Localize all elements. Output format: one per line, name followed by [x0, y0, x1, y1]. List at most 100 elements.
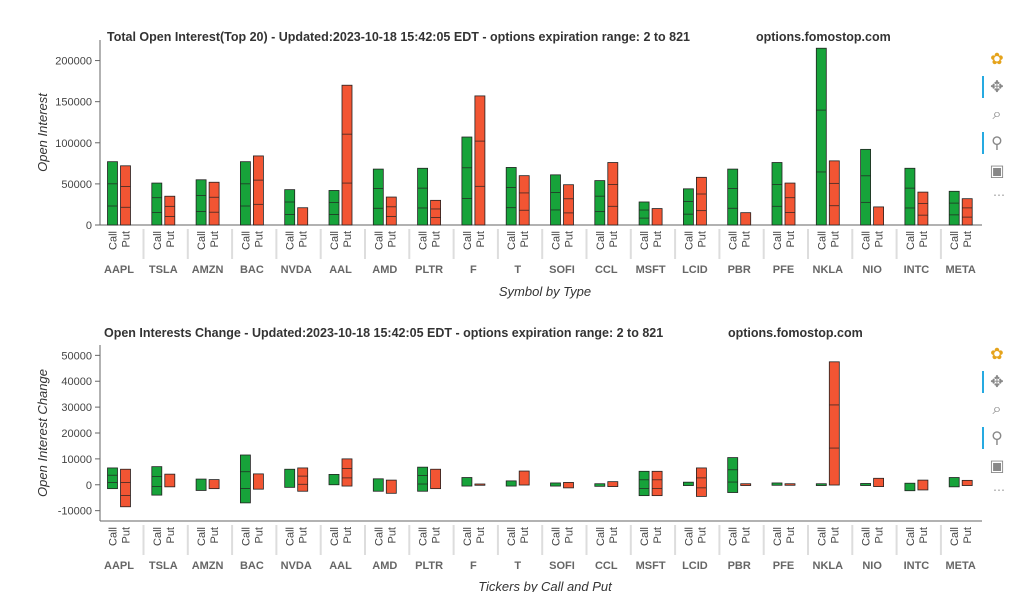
wheel-zoom-tool-icon[interactable]: ⚲ [982, 132, 1008, 154]
y-tick-label: 0 [86, 220, 92, 232]
t-call-label: Call [506, 527, 518, 546]
nkla-call-bar [815, 47, 827, 226]
amd-call-label: Call [373, 527, 385, 546]
t-call-bar [505, 480, 517, 487]
f-call-bar [461, 477, 473, 487]
nvda-put-label: Put [298, 231, 310, 248]
bac-put-bar [252, 155, 264, 226]
pfe-put-bar [784, 483, 796, 486]
aapl-put-bar [120, 468, 131, 508]
pan-tool-icon[interactable]: ✥ [982, 371, 1008, 393]
meta-put-bar [961, 479, 973, 486]
chart-watermark: options.fomostop.com [728, 326, 863, 340]
chart-title: Open Interests Change - Updated:2023-10-… [104, 326, 663, 340]
pltr-call-bar [417, 167, 429, 226]
f-put-label: Put [475, 231, 487, 248]
intc-call-label: Call [905, 231, 917, 250]
pfe-call-bar [771, 162, 783, 226]
pfe-call-label: Call [772, 527, 784, 546]
intc-put-bar [917, 479, 929, 491]
y-tick-label: 10000 [61, 454, 92, 466]
more-tools-icon[interactable]: ⋯ [993, 188, 1005, 202]
bokeh-logo-icon[interactable]: ✿ [990, 51, 1004, 68]
t-put-bar [518, 175, 530, 226]
nvda-call-bar [284, 468, 296, 488]
lcid-put-bar [696, 176, 707, 226]
ccl-put-bar [607, 481, 619, 487]
pfe-call-bar [771, 482, 783, 486]
y-tick-label: 40000 [61, 376, 92, 388]
category-label: F [470, 560, 477, 572]
category-label: SOFI [549, 560, 575, 572]
toolbar-top: ✿ ✥ ⌕ ⚲ ▣ ⋯ [982, 48, 1012, 202]
category-label: PFE [773, 264, 794, 276]
msft-call-label: Call [639, 527, 651, 546]
aapl-put-label: Put [121, 231, 133, 248]
box-zoom-tool-icon[interactable]: ⌕ [992, 106, 1002, 123]
meta-call-label: Call [949, 231, 961, 250]
amd-call-label: Call [373, 231, 385, 250]
category-label: PLTR [415, 264, 443, 276]
category-label: T [514, 264, 521, 276]
nio-call-label: Call [861, 231, 873, 250]
save-tool-icon[interactable]: ▣ [989, 163, 1005, 180]
msft-put-bar [651, 470, 663, 497]
ccl-put-bar [607, 162, 619, 226]
nkla-put-label: Put [829, 231, 841, 248]
category-label: NVDA [281, 560, 312, 572]
category-label: AAPL [104, 560, 134, 572]
category-label: CCL [595, 560, 618, 572]
pan-tool-icon[interactable]: ✥ [982, 76, 1008, 98]
category-label: NIO [862, 264, 882, 276]
category-label: AAPL [104, 264, 134, 276]
nkla-put-bar [828, 361, 840, 486]
nvda-call-label: Call [285, 231, 297, 250]
msft-put-bar [651, 208, 663, 226]
pbr-put-bar [740, 483, 752, 486]
pltr-call-label: Call [418, 527, 430, 546]
nio-put-bar [873, 477, 884, 487]
aapl-call-bar [107, 161, 118, 226]
meta-put-label: Put [962, 527, 974, 544]
box-zoom-tool-icon[interactable]: ⌕ [992, 401, 1002, 418]
y-tick-label: 100000 [55, 138, 92, 150]
category-label: T [514, 560, 521, 572]
nvda-put-label: Put [298, 527, 310, 544]
more-tools-icon[interactable]: ⋯ [993, 483, 1005, 497]
pbr-put-bar [740, 212, 752, 226]
sofi-put-bar [563, 184, 574, 226]
intc-put-label: Put [918, 527, 930, 544]
tsla-put-label: Put [165, 231, 177, 248]
amd-put-label: Put [386, 231, 398, 248]
save-tool-icon[interactable]: ▣ [989, 458, 1005, 475]
nkla-call-label: Call [816, 527, 828, 546]
lcid-call-bar [683, 188, 694, 226]
category-label: NKLA [813, 560, 844, 572]
wheel-zoom-tool-icon[interactable]: ⚲ [982, 427, 1008, 449]
pbr-put-label: Put [741, 527, 753, 544]
y-tick-label: 0 [86, 480, 92, 492]
category-label: SOFI [549, 264, 575, 276]
bac-call-label: Call [240, 527, 252, 546]
x-axis-label: Symbol by Type [499, 284, 591, 299]
f-call-label: Call [462, 527, 474, 546]
category-label: F [470, 264, 477, 276]
amzn-call-label: Call [196, 231, 208, 250]
ccl-put-label: Put [608, 231, 620, 248]
category-label: CCL [595, 264, 618, 276]
f-put-label: Put [475, 527, 487, 544]
aal-put-bar [341, 458, 353, 487]
aapl-call-label: Call [108, 527, 120, 546]
pbr-call-bar [727, 168, 739, 226]
category-label: LCID [682, 264, 708, 276]
amzn-call-bar [195, 179, 207, 226]
pltr-put-label: Put [431, 231, 443, 248]
aal-put-label: Put [342, 231, 354, 248]
ccl-call-label: Call [595, 527, 607, 546]
category-label: AAL [329, 264, 352, 276]
bokeh-logo-icon[interactable]: ✿ [990, 346, 1004, 363]
category-label: NIO [862, 560, 882, 572]
amzn-put-bar [208, 181, 220, 226]
sofi-call-bar [550, 174, 561, 226]
